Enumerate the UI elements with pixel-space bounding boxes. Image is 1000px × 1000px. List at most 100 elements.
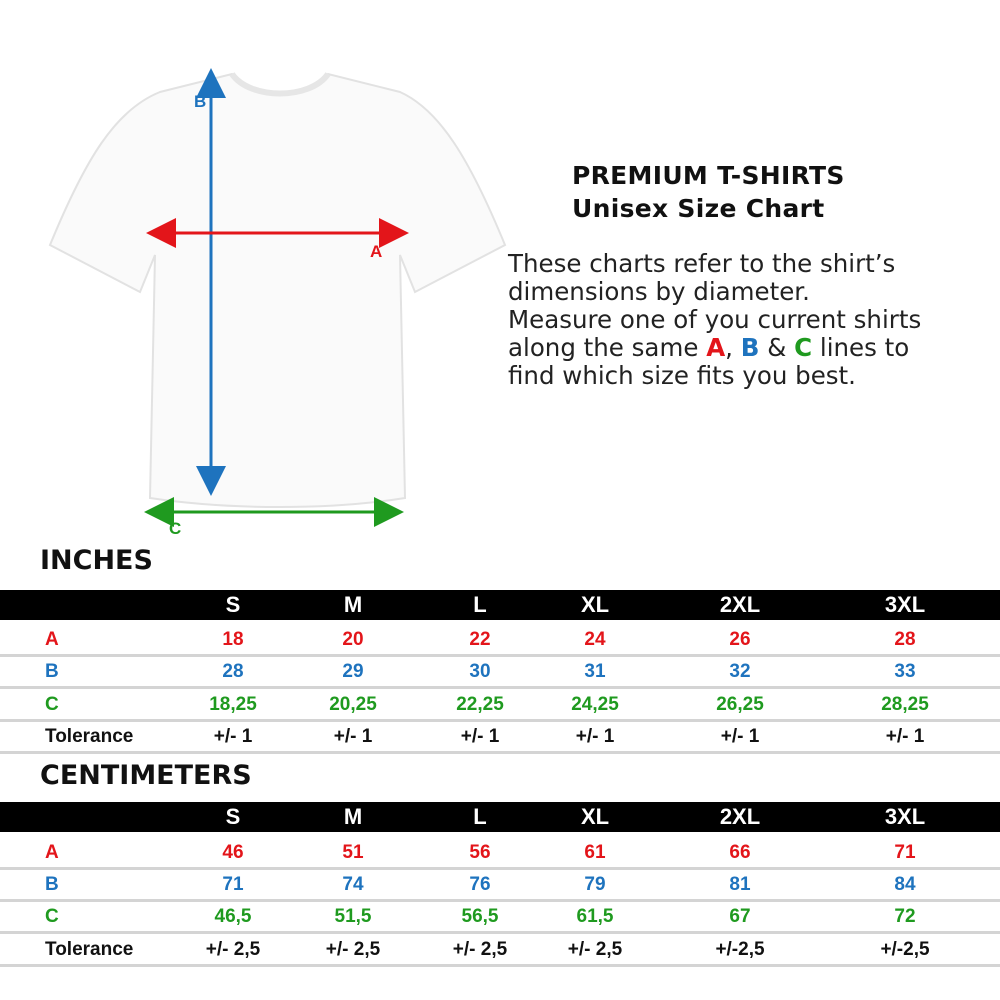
- table-cell: 74: [342, 874, 364, 895]
- table-cell: 22: [469, 629, 491, 650]
- desc-line: dimensions by diameter.: [508, 277, 810, 306]
- desc-line: These charts refer to the shirt’s: [508, 249, 896, 278]
- table-cell: 51: [342, 842, 364, 863]
- table-cell: 32: [729, 661, 751, 682]
- size-header: 3XL: [884, 592, 926, 617]
- table-row: Tolerance +/- 2,5 +/- 2,5 +/- 2,5 +/- 2,5 +/-…: [0, 935, 1000, 967]
- label-c: C: [169, 519, 181, 538]
- table-cell: +/- 1: [460, 726, 500, 747]
- desc-line: Measure one of you current shirts: [508, 305, 922, 334]
- table-cell: 61: [584, 842, 606, 863]
- row-label: Tolerance: [45, 939, 134, 960]
- table-cell: +/- 1: [213, 726, 253, 747]
- table-cell: +/- 1: [885, 726, 925, 747]
- table-cell: +/- 1: [720, 726, 760, 747]
- table-cell: 72: [894, 906, 916, 927]
- table-cell: 56,5: [461, 906, 499, 927]
- row-divider: [0, 719, 1000, 722]
- label-b: B: [194, 92, 206, 111]
- table-heading: CENTIMETERS: [40, 760, 252, 791]
- table-row: B 28 29 30 31 32 33: [0, 657, 1000, 689]
- desc-text: ,: [725, 333, 741, 362]
- row-label: A: [45, 842, 59, 863]
- row-label: B: [45, 874, 59, 895]
- table-row: C 18,25 20,25 22,25 24,25 26,25 28,25: [0, 690, 1000, 722]
- tshirt-collar: [229, 72, 331, 97]
- table-cell: 26: [729, 629, 751, 650]
- row-divider: [0, 751, 1000, 754]
- size-header: S: [225, 804, 241, 829]
- size-header: S: [225, 592, 241, 617]
- label-a: A: [370, 242, 382, 261]
- table-cell: 18,25: [209, 694, 257, 715]
- table-cell: 46,5: [214, 906, 252, 927]
- table-row: Tolerance +/- 1 +/- 1 +/- 1 +/- 1 +/- 1 +/- 1: [0, 722, 1000, 754]
- table-cell: +/- 1: [333, 726, 373, 747]
- table-cell: 76: [469, 874, 491, 895]
- table-cell: 81: [729, 874, 751, 895]
- tshirt-shape: [48, 72, 507, 508]
- row-divider: [0, 867, 1000, 870]
- row-label: B: [45, 661, 59, 682]
- title-line-2: Unisex Size Chart: [572, 194, 825, 223]
- title-line-1: PREMIUM T-SHIRTS: [572, 161, 845, 190]
- table-cell: 33: [894, 661, 916, 682]
- table-cell: 84: [894, 874, 916, 895]
- table-cell: 67: [729, 906, 751, 927]
- table-cell: 46: [222, 842, 244, 863]
- table-cell: 20,25: [329, 694, 377, 715]
- table-cell: +/- 2,5: [452, 939, 508, 960]
- table-row: A 18 20 22 24 26 28: [0, 625, 1000, 657]
- size-header: M: [343, 804, 363, 829]
- row-divider: [0, 964, 1000, 967]
- row-divider: [0, 686, 1000, 689]
- table-cell: 28,25: [881, 694, 929, 715]
- table-cell: 20: [342, 629, 364, 650]
- row-label: Tolerance: [45, 726, 134, 747]
- table-row: C 46,5 51,5 56,5 61,5 67 72: [0, 902, 1000, 934]
- table-cell: 24: [584, 629, 606, 650]
- size-header: 2XL: [719, 804, 761, 829]
- table-cell: 30: [469, 661, 491, 682]
- desc-letter-a: A: [706, 333, 726, 362]
- table-cell: 61,5: [576, 906, 614, 927]
- table-cell: 56: [469, 842, 491, 863]
- desc-text: along the same: [508, 333, 707, 362]
- table-cell: +/-2,5: [715, 939, 765, 960]
- size-header: 3XL: [884, 804, 926, 829]
- table-cell: 71: [894, 842, 916, 863]
- table-cell: 71: [222, 874, 244, 895]
- description: These charts refer to the shirt’s dimens…: [508, 250, 988, 390]
- size-header-row: S M L XL 2XL 3XL: [0, 590, 1000, 620]
- table-cell: 66: [729, 842, 751, 863]
- table-cell: +/- 2,5: [325, 939, 381, 960]
- tshirt-diagram: B A C: [48, 68, 507, 538]
- desc-line: find which size fits you best.: [508, 361, 856, 390]
- desc-letter-c: C: [794, 333, 813, 362]
- desc-text: &: [759, 333, 795, 362]
- row-label: C: [45, 906, 59, 927]
- size-header: XL: [580, 592, 610, 617]
- size-header: 2XL: [719, 592, 761, 617]
- size-header: L: [473, 592, 487, 617]
- table-row: A 46 51 56 61 66 71: [0, 838, 1000, 870]
- table-cell: 26,25: [716, 694, 764, 715]
- size-header: M: [343, 592, 363, 617]
- row-divider: [0, 654, 1000, 657]
- desc-letter-b: B: [740, 333, 760, 362]
- size-header: L: [473, 804, 487, 829]
- table-cell: +/-2,5: [880, 939, 930, 960]
- table-cell: 51,5: [334, 906, 372, 927]
- row-label: A: [45, 629, 59, 650]
- table-cell: 28: [894, 629, 916, 650]
- table-cell: 18: [222, 629, 244, 650]
- table-cell: 31: [584, 661, 606, 682]
- table-cell: +/- 1: [575, 726, 615, 747]
- table-cell: +/- 2,5: [567, 939, 623, 960]
- table-cell: 22,25: [456, 694, 504, 715]
- table-cell: 24,25: [571, 694, 619, 715]
- table-cell: 28: [222, 661, 244, 682]
- row-divider: [0, 899, 1000, 902]
- table-cell: +/- 2,5: [205, 939, 261, 960]
- desc-text: lines to: [812, 333, 910, 362]
